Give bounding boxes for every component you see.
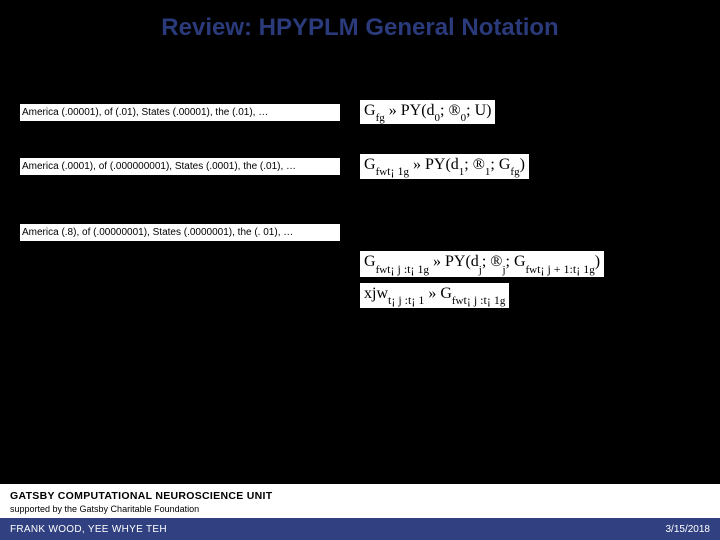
example-row-3: America (.8), of (.00000001), States (.0… <box>20 222 700 307</box>
institution-name: GATSBY COMPUTATIONAL NEUROSCIENCE UNIT <box>10 490 710 502</box>
example-text-2: America (.0001), of (.000000001), States… <box>20 158 340 175</box>
footer-bar: FRANK WOOD, YEE WHYE TEH 3/15/2018 <box>0 518 720 540</box>
math-x: xjwt¡ j :t¡ 1 » Gfwt¡ j :t¡ 1g <box>360 283 509 308</box>
support-text: supported by the Gatsby Charitable Found… <box>10 504 710 514</box>
math-g1: Gfwt¡ 1g » PY(d1; ®1; Gfg) <box>360 154 529 179</box>
example-text-1: America (.00001), of (.01), States (.000… <box>20 104 340 121</box>
slide-date: 3/15/2018 <box>666 524 711 535</box>
content-area: America (.00001), of (.01), States (.000… <box>20 100 700 460</box>
author-names: FRANK WOOD, YEE WHYE TEH <box>10 524 167 535</box>
vertical-dots: ⋮ <box>20 193 700 214</box>
math-gj: Gfwt¡ j :t¡ 1g » PY(dj; ®j; Gfwt¡ j + 1:… <box>360 251 604 276</box>
slide-title: Review: HPYPLM General Notation <box>0 0 720 42</box>
formula-stack: Gfwt¡ j :t¡ 1g » PY(dj; ®j; Gfwt¡ j + 1:… <box>360 251 700 307</box>
footer: GATSBY COMPUTATIONAL NEUROSCIENCE UNIT s… <box>0 484 720 540</box>
slide: Review: HPYPLM General Notation America … <box>0 0 720 540</box>
footer-white-strip: GATSBY COMPUTATIONAL NEUROSCIENCE UNIT s… <box>0 484 720 518</box>
math-g0: Gfg » PY(d0; ®0; U) <box>360 100 495 124</box>
example-row-2: America (.0001), of (.000000001), States… <box>20 154 700 179</box>
formula-1: Gfg » PY(d0; ®0; U) <box>340 100 700 124</box>
formula-2: Gfwt¡ 1g » PY(d1; ®1; Gfg) <box>340 154 700 179</box>
example-row-1: America (.00001), of (.01), States (.000… <box>20 100 700 124</box>
example-text-3: America (.8), of (.00000001), States (.0… <box>20 224 340 241</box>
